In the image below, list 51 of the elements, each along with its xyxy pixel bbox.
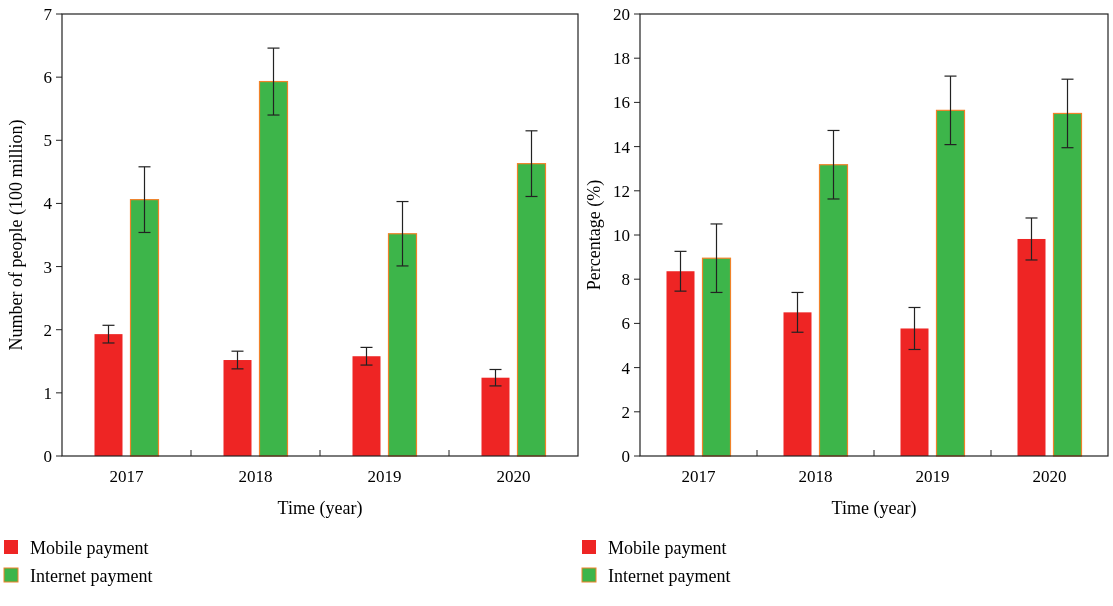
bar <box>1017 238 1046 456</box>
bar <box>129 199 160 457</box>
bar <box>701 257 732 457</box>
y-tick-label: 12 <box>613 181 630 201</box>
y-tick-label: 6 <box>43 68 52 88</box>
legend-label: Mobile payment <box>608 538 727 559</box>
y-tick-label: 16 <box>613 93 630 113</box>
x-tick-label: 2017 <box>109 467 144 486</box>
bar <box>352 356 381 456</box>
x-tick-label: 2018 <box>798 467 833 486</box>
legend-label: Mobile payment <box>30 538 149 559</box>
y-tick-label: 8 <box>621 270 630 290</box>
bar <box>1052 112 1083 457</box>
legend-label: Internet payment <box>608 566 731 587</box>
bar <box>94 334 123 456</box>
bar <box>935 109 966 457</box>
y-tick-label: 14 <box>613 137 631 157</box>
y-tick-label: 0 <box>43 446 52 466</box>
x-tick-label: 2019 <box>915 467 950 486</box>
x-tick-label: 2020 <box>496 467 531 486</box>
x-axis-title: Time (year) <box>277 498 363 519</box>
x-axis-title: Time (year) <box>831 498 917 519</box>
legend-label: Internet payment <box>30 566 153 587</box>
x-tick-label: 2018 <box>238 467 273 486</box>
bar <box>666 271 695 456</box>
y-tick-label: 2 <box>621 402 630 422</box>
y-tick-label: 5 <box>43 131 52 151</box>
y-tick-label: 4 <box>43 194 53 214</box>
bar <box>900 328 929 456</box>
y-axis-title: Number of people (100 million) <box>6 119 27 351</box>
y-tick-label: 6 <box>621 314 630 334</box>
y-axis-title: Percentage (%) <box>584 179 605 291</box>
y-tick-label: 2 <box>43 320 52 340</box>
bar <box>223 360 252 456</box>
y-tick-label: 0 <box>621 446 630 466</box>
bar <box>516 163 547 457</box>
y-tick-label: 20 <box>613 4 630 24</box>
bar <box>818 164 849 457</box>
y-tick-label: 1 <box>43 383 52 403</box>
x-tick-label: 2019 <box>367 467 402 486</box>
bar <box>481 377 510 456</box>
y-tick-label: 3 <box>43 257 52 277</box>
y-tick-label: 7 <box>43 4 53 24</box>
bar <box>387 233 418 457</box>
y-tick-label: 10 <box>613 225 630 245</box>
x-tick-label: 2020 <box>1032 467 1067 486</box>
bar <box>258 80 289 457</box>
bar <box>783 312 812 456</box>
y-tick-label: 18 <box>613 49 630 69</box>
y-tick-label: 4 <box>621 358 631 378</box>
x-tick-label: 2017 <box>681 467 716 486</box>
